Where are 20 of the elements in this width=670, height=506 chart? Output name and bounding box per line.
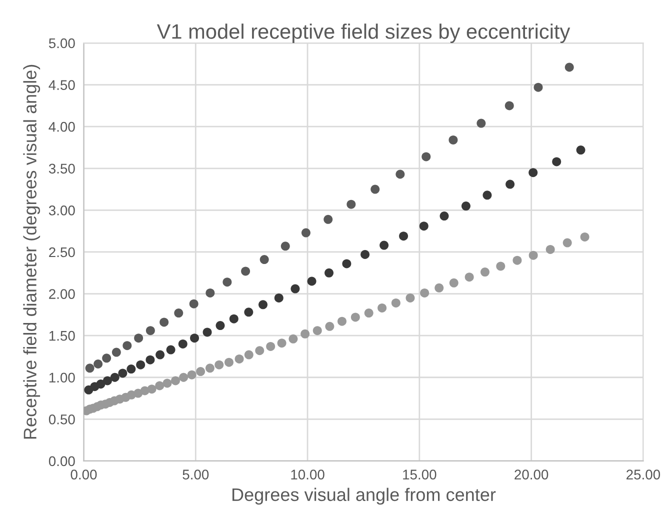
- y-tick-label: 0.00: [48, 456, 75, 466]
- x-tick-label: 20.00: [514, 470, 548, 480]
- y-tick-label: 0.50: [48, 414, 75, 424]
- y-tick-label: 1.00: [49, 372, 75, 383]
- y-tick-label: 3.50: [48, 164, 75, 174]
- y-tick-label: 5.00: [48, 38, 75, 48]
- x-tick-label: 15.00: [403, 470, 436, 480]
- x-axis-title: Degrees visual angle from center: [232, 488, 496, 505]
- y-tick-label: 4.00: [48, 122, 75, 132]
- x-tick-label: 25.00: [626, 470, 660, 480]
- y-tick-label: 2.00: [49, 289, 75, 299]
- chart-title: V1 model receptive field sizes by eccentricity: [156, 24, 570, 44]
- x-tick-label: 0.00: [70, 470, 97, 480]
- y-tick-label: 2.50: [49, 247, 75, 258]
- y-tick-label: 4.50: [48, 80, 75, 90]
- x-tick-label: 5.00: [182, 470, 209, 480]
- y-tick-label: 3.00: [48, 206, 75, 216]
- y-tick-label: 1.50: [49, 330, 75, 341]
- y-axis-title: Receptive field diameter (degrees visual angle): [23, 64, 40, 439]
- x-tick-label: 10.00: [291, 470, 324, 480]
